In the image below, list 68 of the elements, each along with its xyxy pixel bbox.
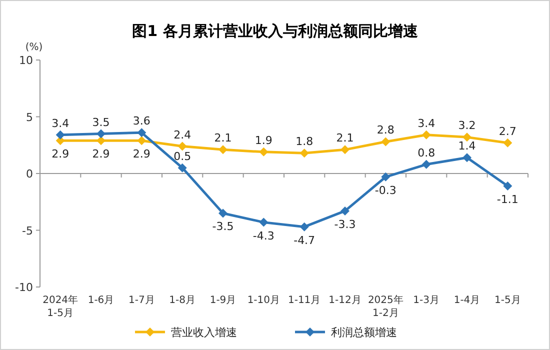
y-tick-label: 10 bbox=[19, 54, 33, 67]
data-label: 2.9 bbox=[132, 148, 150, 161]
data-label: 2.1 bbox=[214, 132, 232, 145]
x-tick-label: 1-11月 bbox=[288, 295, 321, 306]
point bbox=[462, 132, 472, 142]
y-tick-label: -10 bbox=[15, 281, 33, 294]
x-tick-label: 1-7月 bbox=[128, 295, 155, 306]
data-label: 2.7 bbox=[498, 124, 516, 138]
x-tick-label: 1-6月 bbox=[88, 295, 114, 306]
data-label: -4.7 bbox=[294, 234, 316, 247]
point bbox=[218, 145, 228, 154]
x-tick-label: 1-5月 bbox=[494, 295, 521, 306]
data-label: 3.2 bbox=[458, 119, 476, 132]
point bbox=[300, 222, 309, 232]
point bbox=[178, 142, 187, 151]
data-label: -1.1 bbox=[496, 192, 518, 206]
data-label: 2.4 bbox=[174, 128, 192, 142]
data-label: -3.3 bbox=[334, 218, 356, 231]
x-tick-label: 2025年 1-2月 bbox=[368, 294, 404, 319]
x-tick-label: 1-4月 bbox=[454, 295, 480, 306]
point bbox=[137, 128, 146, 138]
point bbox=[381, 137, 390, 146]
x-tick-label: 2024年 1-5月 bbox=[42, 294, 78, 319]
y-axis-title: (%) bbox=[25, 42, 43, 53]
point bbox=[96, 129, 106, 138]
point bbox=[422, 130, 431, 140]
data-label: -0.3 bbox=[374, 184, 396, 197]
data-label: 3.6 bbox=[132, 114, 150, 128]
data-label: 1.8 bbox=[296, 135, 314, 148]
point bbox=[462, 153, 472, 162]
point bbox=[137, 136, 146, 146]
legend-label: 利润总额增速 bbox=[331, 326, 397, 339]
data-label: 1.9 bbox=[254, 134, 272, 147]
point bbox=[259, 218, 268, 227]
x-tick-label: 1-9月 bbox=[210, 295, 236, 306]
y-tick-label: 5 bbox=[26, 110, 33, 124]
data-label: -3.5 bbox=[212, 220, 234, 234]
x-tick-label: 1-12月 bbox=[328, 295, 362, 306]
point bbox=[178, 163, 187, 172]
data-label: -4.3 bbox=[252, 229, 274, 242]
point bbox=[503, 138, 512, 148]
point bbox=[56, 130, 65, 140]
data-label: 2.8 bbox=[376, 124, 394, 137]
data-label: 0.8 bbox=[418, 146, 436, 160]
point bbox=[503, 181, 512, 190]
point bbox=[340, 145, 350, 154]
point bbox=[340, 206, 350, 216]
y-tick-label: 0 bbox=[26, 168, 33, 180]
point bbox=[96, 136, 106, 146]
x-tick-label: 1-3月 bbox=[413, 295, 440, 306]
data-label: 2.9 bbox=[92, 148, 110, 161]
point bbox=[300, 148, 309, 158]
x-tick-label: 1-10月 bbox=[247, 295, 280, 306]
x-tick-label: 1-8月 bbox=[169, 295, 196, 306]
data-label: 3.5 bbox=[92, 116, 110, 129]
point bbox=[422, 160, 431, 169]
data-label: 2.1 bbox=[336, 132, 354, 145]
point bbox=[381, 172, 390, 182]
y-tick-label: -5 bbox=[22, 224, 33, 238]
data-label: 3.4 bbox=[52, 116, 70, 130]
chart-title: 图1 各月累计营业收入与利润总额同比增速 bbox=[132, 22, 419, 40]
point bbox=[218, 208, 228, 218]
data-label: 0.5 bbox=[174, 150, 192, 163]
data-label: 3.4 bbox=[418, 116, 436, 130]
data-label: 1.4 bbox=[458, 140, 476, 153]
legend-label: 营业收入增速 bbox=[171, 326, 237, 339]
point bbox=[259, 147, 268, 156]
data-label: 2.9 bbox=[52, 148, 70, 161]
